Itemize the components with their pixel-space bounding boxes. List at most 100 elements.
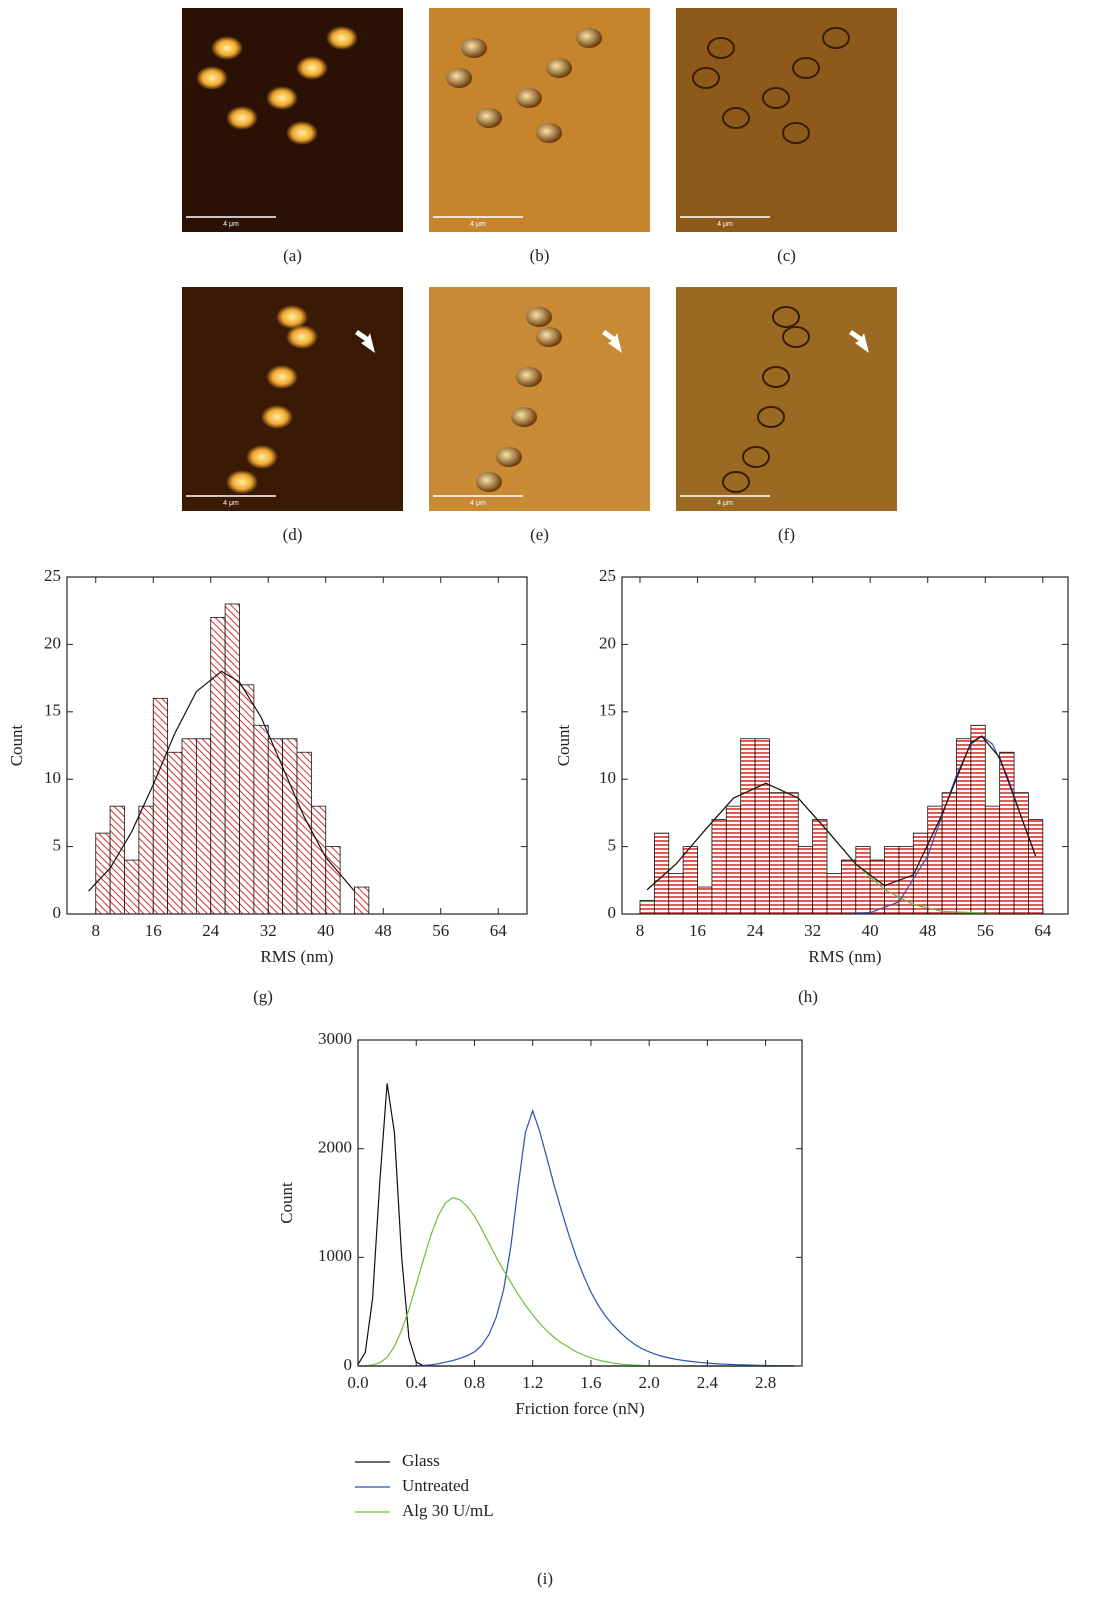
feature [762, 87, 790, 109]
feature [536, 327, 562, 347]
bar [725, 805, 742, 915]
x-tick-label: 2.0 [639, 1373, 660, 1392]
plot-frame [357, 1039, 803, 1367]
afm-image: 4 μm [676, 8, 897, 232]
bar [224, 603, 240, 915]
afm-image: 4 μm [182, 8, 403, 232]
scale-bar-label: 4 μm [717, 500, 733, 507]
bar [826, 873, 842, 915]
arrow [355, 330, 375, 353]
x-tick-label: 2.8 [755, 1373, 776, 1392]
feature [461, 38, 487, 58]
x-tick-label: 32 [804, 921, 821, 940]
panel-label: (g) [253, 987, 273, 1006]
image-background [429, 8, 650, 232]
x-tick-label: 56 [977, 921, 994, 940]
bar [855, 846, 871, 915]
feature [511, 407, 537, 427]
x-tick-label: 0.8 [464, 1373, 485, 1392]
feature [476, 108, 502, 128]
x-axis-title: RMS (nm) [808, 947, 881, 966]
chart: 0.0 0.4 0.8 1.2 1.6 2.0 2.4 2.8 0 1000 2000 3000 Fri… [277, 1029, 803, 1588]
y-tick-label: 15 [599, 701, 616, 720]
bar [124, 859, 140, 915]
y-tick-label: 20 [599, 633, 616, 652]
bar [210, 617, 226, 915]
y-tick-label: 3000 [318, 1029, 352, 1048]
scale-bar-label: 4 μm [470, 500, 486, 507]
x-tick-label: 48 [375, 921, 392, 940]
feature [246, 445, 278, 469]
feature [261, 405, 293, 429]
y-tick-label: 0 [344, 1355, 353, 1374]
bar [769, 792, 785, 915]
panel-label: (c) [777, 246, 796, 265]
panel-label: (b) [530, 246, 550, 265]
x-tick-label: 1.6 [580, 1373, 601, 1392]
y-tick-label: 5 [53, 836, 62, 855]
chart: 8 16 24 32 40 48 56 64 0 5 10 15 20 25 RMS (nm) Count (g… [7, 566, 528, 1006]
feature [296, 56, 328, 80]
x-tick-label: 24 [202, 921, 220, 940]
y-axis-title: Count [277, 1182, 296, 1224]
feature [722, 471, 750, 493]
plot-frame [621, 576, 1069, 915]
legend-label: Alg 30 U/mL [402, 1501, 494, 1520]
feature [226, 106, 258, 130]
feature [546, 58, 572, 78]
bar [239, 684, 255, 915]
feature [722, 107, 750, 129]
x-tick-label: 64 [1034, 921, 1052, 940]
x-tick-label: 2.4 [697, 1373, 719, 1392]
image-background [676, 8, 897, 232]
x-tick-label: 40 [317, 921, 334, 940]
feature [772, 306, 800, 328]
legend-label: Glass [402, 1451, 440, 1470]
bar [639, 900, 655, 915]
bar [783, 792, 799, 915]
arrow [849, 330, 869, 353]
bar [812, 819, 828, 915]
panel-label: (i) [537, 1569, 553, 1588]
x-tick-label: 16 [689, 921, 706, 940]
bar [267, 738, 284, 915]
y-tick-label: 25 [599, 566, 616, 585]
y-tick-label: 10 [44, 768, 61, 787]
x-tick-label: 16 [145, 921, 162, 940]
feature [782, 326, 810, 348]
bar [1028, 819, 1044, 915]
bar [956, 738, 972, 915]
panel-label: (h) [798, 987, 818, 1006]
fit-curve [88, 670, 355, 892]
bar [296, 751, 312, 915]
bar [138, 805, 154, 915]
x-tick-label: 56 [432, 921, 449, 940]
x-tick-label: 48 [919, 921, 936, 940]
x-tick-label: 1.2 [522, 1373, 543, 1392]
bar [970, 724, 986, 915]
bar [354, 886, 370, 915]
series-line [358, 1108, 795, 1367]
bar [711, 819, 727, 915]
feature [476, 472, 502, 492]
feature [516, 88, 542, 108]
bar [195, 738, 212, 915]
scale-bar-label: 4 μm [223, 500, 239, 507]
y-tick-label: 20 [44, 633, 61, 652]
series-line [357, 1083, 795, 1367]
y-tick-label: 25 [44, 566, 61, 585]
panel-label: (d) [283, 525, 303, 544]
panel-label: (e) [530, 525, 549, 544]
bar [95, 832, 111, 915]
panel-label: (a) [283, 246, 302, 265]
bar [325, 846, 341, 915]
x-tick-label: 0.0 [347, 1373, 368, 1392]
feature [742, 446, 770, 468]
bar [181, 738, 197, 915]
afm-image: 4 μm [429, 8, 650, 232]
series-line [358, 1196, 795, 1367]
panel-label: (f) [778, 525, 795, 544]
feature [286, 121, 318, 145]
feature [782, 122, 810, 144]
y-tick-label: 5 [608, 836, 617, 855]
